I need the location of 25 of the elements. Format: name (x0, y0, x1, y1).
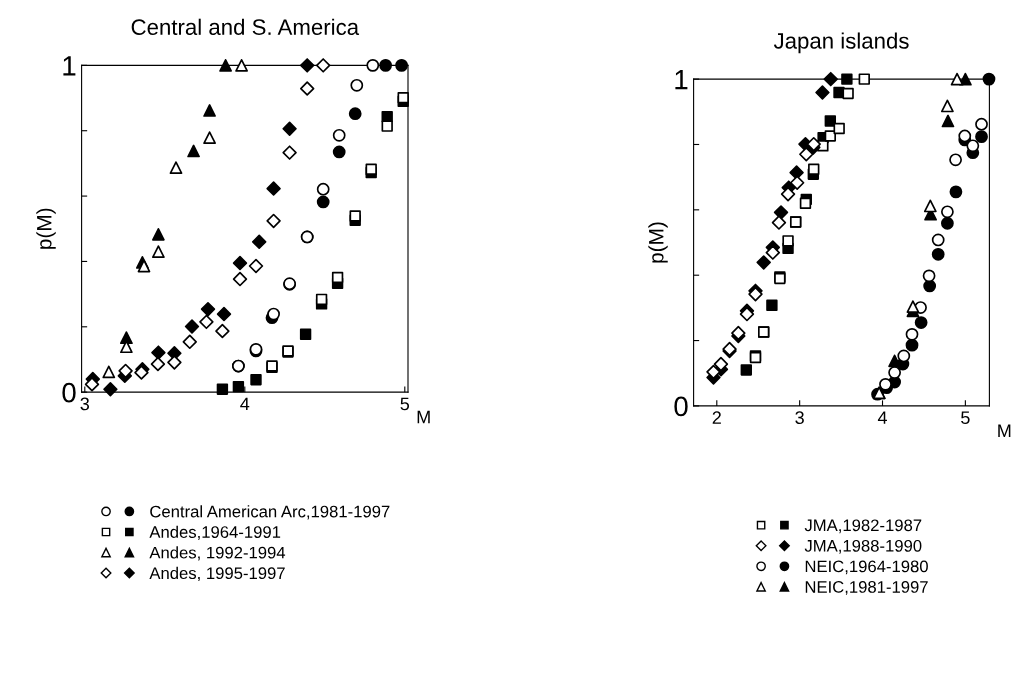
legend-label: Andes, 1992-1994 (149, 546, 286, 561)
x-tick-label: 4 (877, 411, 888, 424)
x-axis-title: M (998, 424, 1011, 437)
legend-label: Central American Arc,1981-1997 (150, 505, 390, 520)
x-tick-label: 5 (400, 397, 410, 411)
chart-title: Central and S. America (131, 18, 360, 36)
y-tick-label: 1 (675, 70, 688, 90)
legend-label: JMA,1982-1987 (804, 519, 922, 534)
chart-title: Japan islands (773, 32, 909, 54)
x-tick-label: 4 (240, 397, 250, 411)
legend-label: Andes, 1995-1997 (149, 566, 285, 582)
y-axis-title: p(M) (648, 222, 668, 263)
legend-label: NEIC,1964-1980 (805, 560, 928, 575)
y-tick-label: 1 (63, 56, 76, 76)
x-axis-title: M (417, 410, 430, 424)
x-tick-label: 2 (712, 411, 721, 424)
legend-label: Andes,1964-1991 (149, 525, 281, 540)
y-tick-label: 0 (62, 382, 76, 403)
x-tick-label: 3 (795, 411, 804, 425)
y-tick-label: 0 (674, 396, 688, 417)
x-tick-label: 5 (961, 411, 970, 425)
x-tick-label: 3 (80, 397, 90, 411)
y-axis-title: p(M) (36, 208, 56, 249)
legend-label: JMA,1988-1990 (804, 539, 922, 554)
legend-label: NEIC,1981-1997 (805, 581, 928, 595)
